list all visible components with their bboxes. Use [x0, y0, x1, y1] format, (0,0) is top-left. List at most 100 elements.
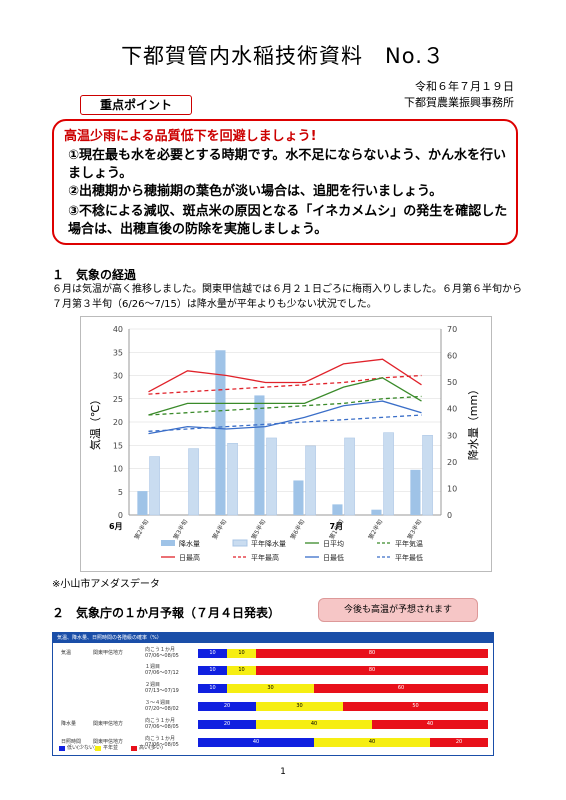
y-left-tick-label: 0 — [118, 511, 123, 520]
bar-normal-precip — [227, 443, 238, 516]
bar-precip — [410, 469, 421, 515]
bar-precip — [332, 504, 343, 515]
prob-bar: 10 — [198, 649, 227, 658]
legend-swatch — [161, 540, 175, 546]
forecast-period: ３～４週目 — [145, 700, 171, 706]
legend-label: 高い(多い) — [139, 745, 163, 751]
legend-label: 平年最低 — [395, 553, 423, 562]
y-right-tick-label: 60 — [447, 352, 457, 361]
forecast-dates: 07/06～07/12 — [145, 670, 179, 676]
forecast-period: ２週目 — [145, 682, 161, 688]
forecast-dates: 07/13～07/19 — [145, 688, 179, 694]
prob-bar: 40 — [256, 720, 372, 729]
month-label-june: 6月 — [109, 522, 123, 531]
forecast-dates: 07/06～08/05 — [145, 742, 179, 748]
prob-bar: 50 — [343, 702, 488, 711]
y-right-tick-label: 10 — [447, 484, 457, 493]
series-line — [148, 374, 422, 395]
key-points-box: 高温少雨による品質低下を回避しましょう! ①現在最も水を必要とする時期です。水不… — [52, 119, 518, 245]
bar-normal-precip — [266, 437, 277, 516]
legend-label: 日最高 — [179, 553, 200, 562]
bar-normal-precip — [383, 432, 394, 516]
key-point-1: ①現在最も水を必要とする時期です。水不足にならないよう、かん水を行いましょう。 — [68, 148, 507, 181]
prob-bar: 20 — [430, 738, 488, 747]
series-line — [148, 377, 422, 416]
prob-bar: 30 — [256, 702, 343, 711]
y-right-tick-label: 30 — [447, 431, 457, 440]
y-left-tick-label: 30 — [113, 372, 123, 381]
legend-label: 平年並 — [103, 745, 119, 751]
prob-bar: 80 — [256, 666, 488, 675]
forecast-dates: 07/06～08/05 — [145, 724, 179, 730]
legend-label: 日平均 — [323, 539, 344, 548]
y-left-tick-label: 25 — [113, 395, 123, 404]
forecast-dates: 07/06～08/05 — [145, 653, 179, 659]
prob-bar: 10 — [227, 666, 256, 675]
issuing-office: 下都賀農業振興事務所 — [404, 96, 514, 109]
forecast-region: 関東甲信地方 — [93, 739, 124, 745]
forecast-region: 関東甲信地方 — [93, 721, 124, 727]
document-title: 下都賀管内水稲技術資料 No.３ — [121, 44, 445, 68]
series-line — [148, 358, 422, 393]
forecast-period: １週目 — [145, 664, 161, 670]
prob-bar: 20 — [198, 702, 256, 711]
legend-swatch — [232, 539, 248, 547]
bar-normal-precip — [344, 437, 355, 516]
y-right-tick-label: 70 — [447, 325, 457, 334]
legend-label: 低い(少ない) — [67, 745, 96, 751]
x-tick-label: 第2半旬 — [366, 518, 384, 541]
bar-precip — [371, 509, 382, 515]
x-tick-label: 第6半旬 — [288, 518, 306, 541]
bar-precip — [137, 491, 148, 515]
weather-chart: 0 5 10 15 20 25 30 35 40 0 10 20 30 40 50 60 70 第2半旬 第3半旬 第… — [80, 316, 492, 572]
data-source-note: ※小山市アメダスデータ — [52, 579, 160, 590]
bar-normal-precip — [188, 448, 199, 516]
forecast-callout: 今後も高温が予想されます — [318, 598, 478, 622]
prob-bar: 40 — [314, 738, 430, 747]
y-left-tick-label: 35 — [113, 348, 123, 357]
legend-label: 平年降水量 — [251, 539, 286, 548]
forecast-table: 気温、降水量、日照時間の各階級の確率（%） 気温 関東甲信地方 向こう１か月 07/0… — [52, 632, 494, 756]
prob-bar: 20 — [198, 720, 256, 729]
key-point-2: ②出穂期から穂揃期の葉色が淡い場合は、追肥を行いましょう。 — [68, 184, 443, 199]
bar-precip — [293, 480, 304, 515]
prob-bar: 80 — [256, 649, 488, 658]
forecast-element: 日照時間 — [61, 739, 82, 745]
section1-heading: １ 気象の経過 — [52, 268, 137, 282]
prob-bar: 60 — [314, 684, 488, 693]
bar-normal-precip — [422, 435, 433, 516]
legend-swatch — [95, 746, 101, 751]
legend-swatch — [131, 746, 137, 751]
weather-chart-svg: 0 5 10 15 20 25 30 35 40 0 10 20 30 40 50 60 70 第2半旬 第3半旬 第… — [88, 325, 480, 562]
bar-normal-precip — [305, 445, 316, 516]
x-tick-label: 第3半旬 — [171, 518, 189, 541]
forecast-dates: 07/20～08/02 — [145, 706, 179, 712]
x-tick-label: 第4半旬 — [210, 518, 228, 541]
y-right-tick-label: 40 — [447, 405, 457, 414]
prob-bar: 10 — [198, 684, 227, 693]
y-right-axis-title: 降水量（mm） — [466, 384, 480, 460]
series-line — [148, 395, 422, 416]
bar-normal-precip — [149, 456, 160, 516]
prob-bar: 40 — [372, 720, 488, 729]
legend-label: 降水量 — [179, 539, 200, 548]
forecast-element: 気温 — [61, 650, 72, 656]
y-right-tick-label: 50 — [447, 378, 457, 387]
bar-precip — [215, 350, 226, 515]
legend-label: 平年気温 — [395, 539, 423, 548]
x-tick-label: 第2半旬 — [132, 518, 150, 541]
prob-bar: 10 — [227, 649, 256, 658]
prob-bar: 40 — [198, 738, 314, 747]
forecast-element: 降水量 — [61, 721, 77, 727]
prob-bar: 10 — [198, 666, 227, 675]
y-left-tick-label: 5 — [118, 488, 123, 497]
key-points-tag: 重点ポイント — [80, 95, 192, 115]
forecast-table-title: 気温、降水量、日照時間の各階級の確率（%） — [53, 633, 493, 643]
legend-swatch — [59, 746, 65, 751]
y-left-tick-label: 10 — [113, 465, 123, 474]
y-right-tick-label: 20 — [447, 458, 457, 467]
series-line — [148, 400, 422, 435]
forecast-period: 向こう１か月 — [145, 718, 176, 724]
key-points-headline: 高温少雨による品質低下を回避しましょう! — [64, 129, 317, 144]
y-left-tick-label: 20 — [113, 418, 123, 427]
